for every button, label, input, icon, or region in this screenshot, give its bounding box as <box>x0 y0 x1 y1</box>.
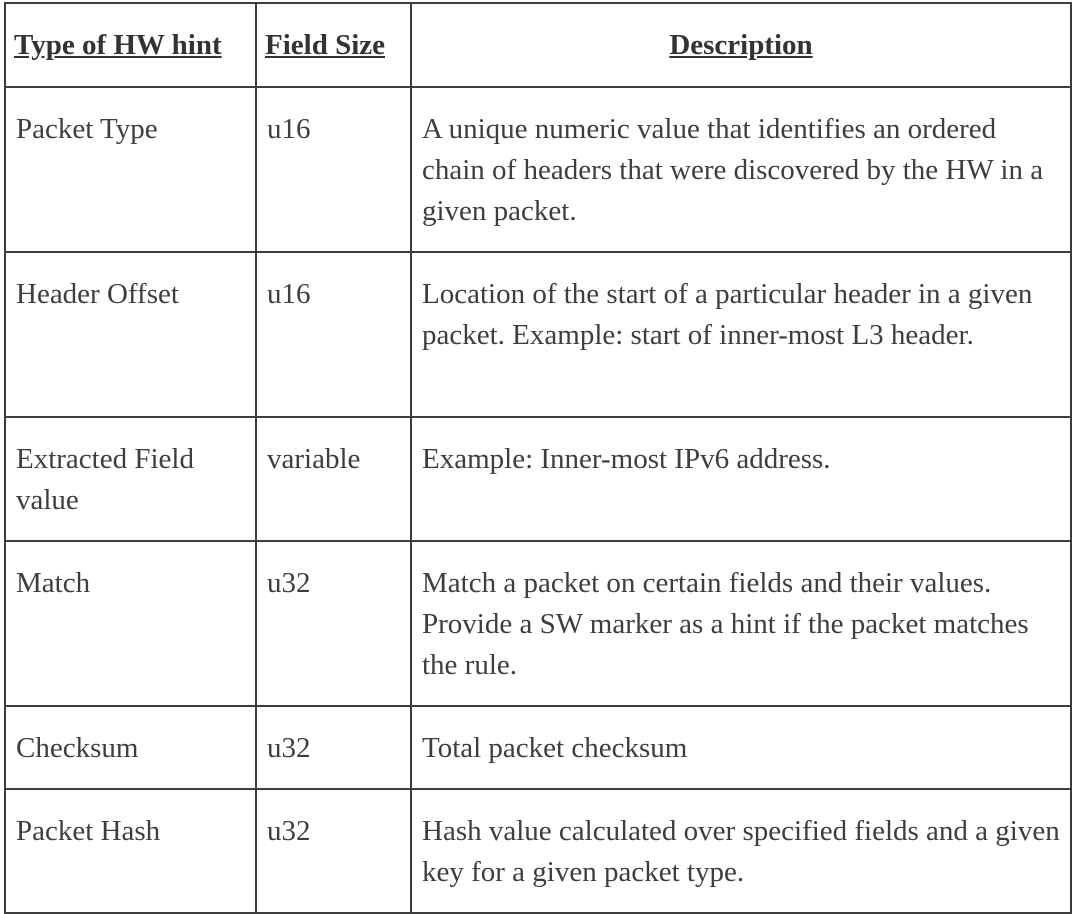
hw-hints-table: Type of HW hint Field Size Description P… <box>4 2 1072 914</box>
header-type-of-hw-hint: Type of HW hint <box>4 2 257 88</box>
cell-field-size: variable <box>255 416 412 542</box>
cell-description: Location of the start of a particular he… <box>410 251 1072 418</box>
table-row: Packet Hash u32 Hash value calculated ov… <box>4 788 1072 914</box>
cell-type: Extracted Field value <box>4 416 257 542</box>
table-row: Match u32 Match a packet on certain fiel… <box>4 540 1072 707</box>
cell-description: A unique numeric value that identifies a… <box>410 86 1072 253</box>
table-row: Checksum u32 Total packet checksum <box>4 705 1072 790</box>
cell-field-size: u16 <box>255 251 412 418</box>
cell-field-size: u32 <box>255 540 412 707</box>
header-field-size: Field Size <box>255 2 412 88</box>
table-row: Header Offset u16 Location of the start … <box>4 251 1072 418</box>
table-header-row: Type of HW hint Field Size Description <box>4 2 1072 88</box>
cell-description: Hash value calculated over specified fie… <box>410 788 1072 914</box>
cell-type: Packet Hash <box>4 788 257 914</box>
cell-type: Packet Type <box>4 86 257 253</box>
cell-description: Example: Inner-most IPv6 address. <box>410 416 1072 542</box>
cell-type: Match <box>4 540 257 707</box>
table-row: Extracted Field value variable Example: … <box>4 416 1072 542</box>
table-row: Packet Type u16 A unique numeric value t… <box>4 86 1072 253</box>
cell-field-size: u32 <box>255 705 412 790</box>
cell-type: Header Offset <box>4 251 257 418</box>
cell-field-size: u16 <box>255 86 412 253</box>
cell-description: Total packet checksum <box>410 705 1072 790</box>
cell-type: Checksum <box>4 705 257 790</box>
cell-field-size: u32 <box>255 788 412 914</box>
cell-description: Match a packet on certain fields and the… <box>410 540 1072 707</box>
header-description: Description <box>410 2 1072 88</box>
